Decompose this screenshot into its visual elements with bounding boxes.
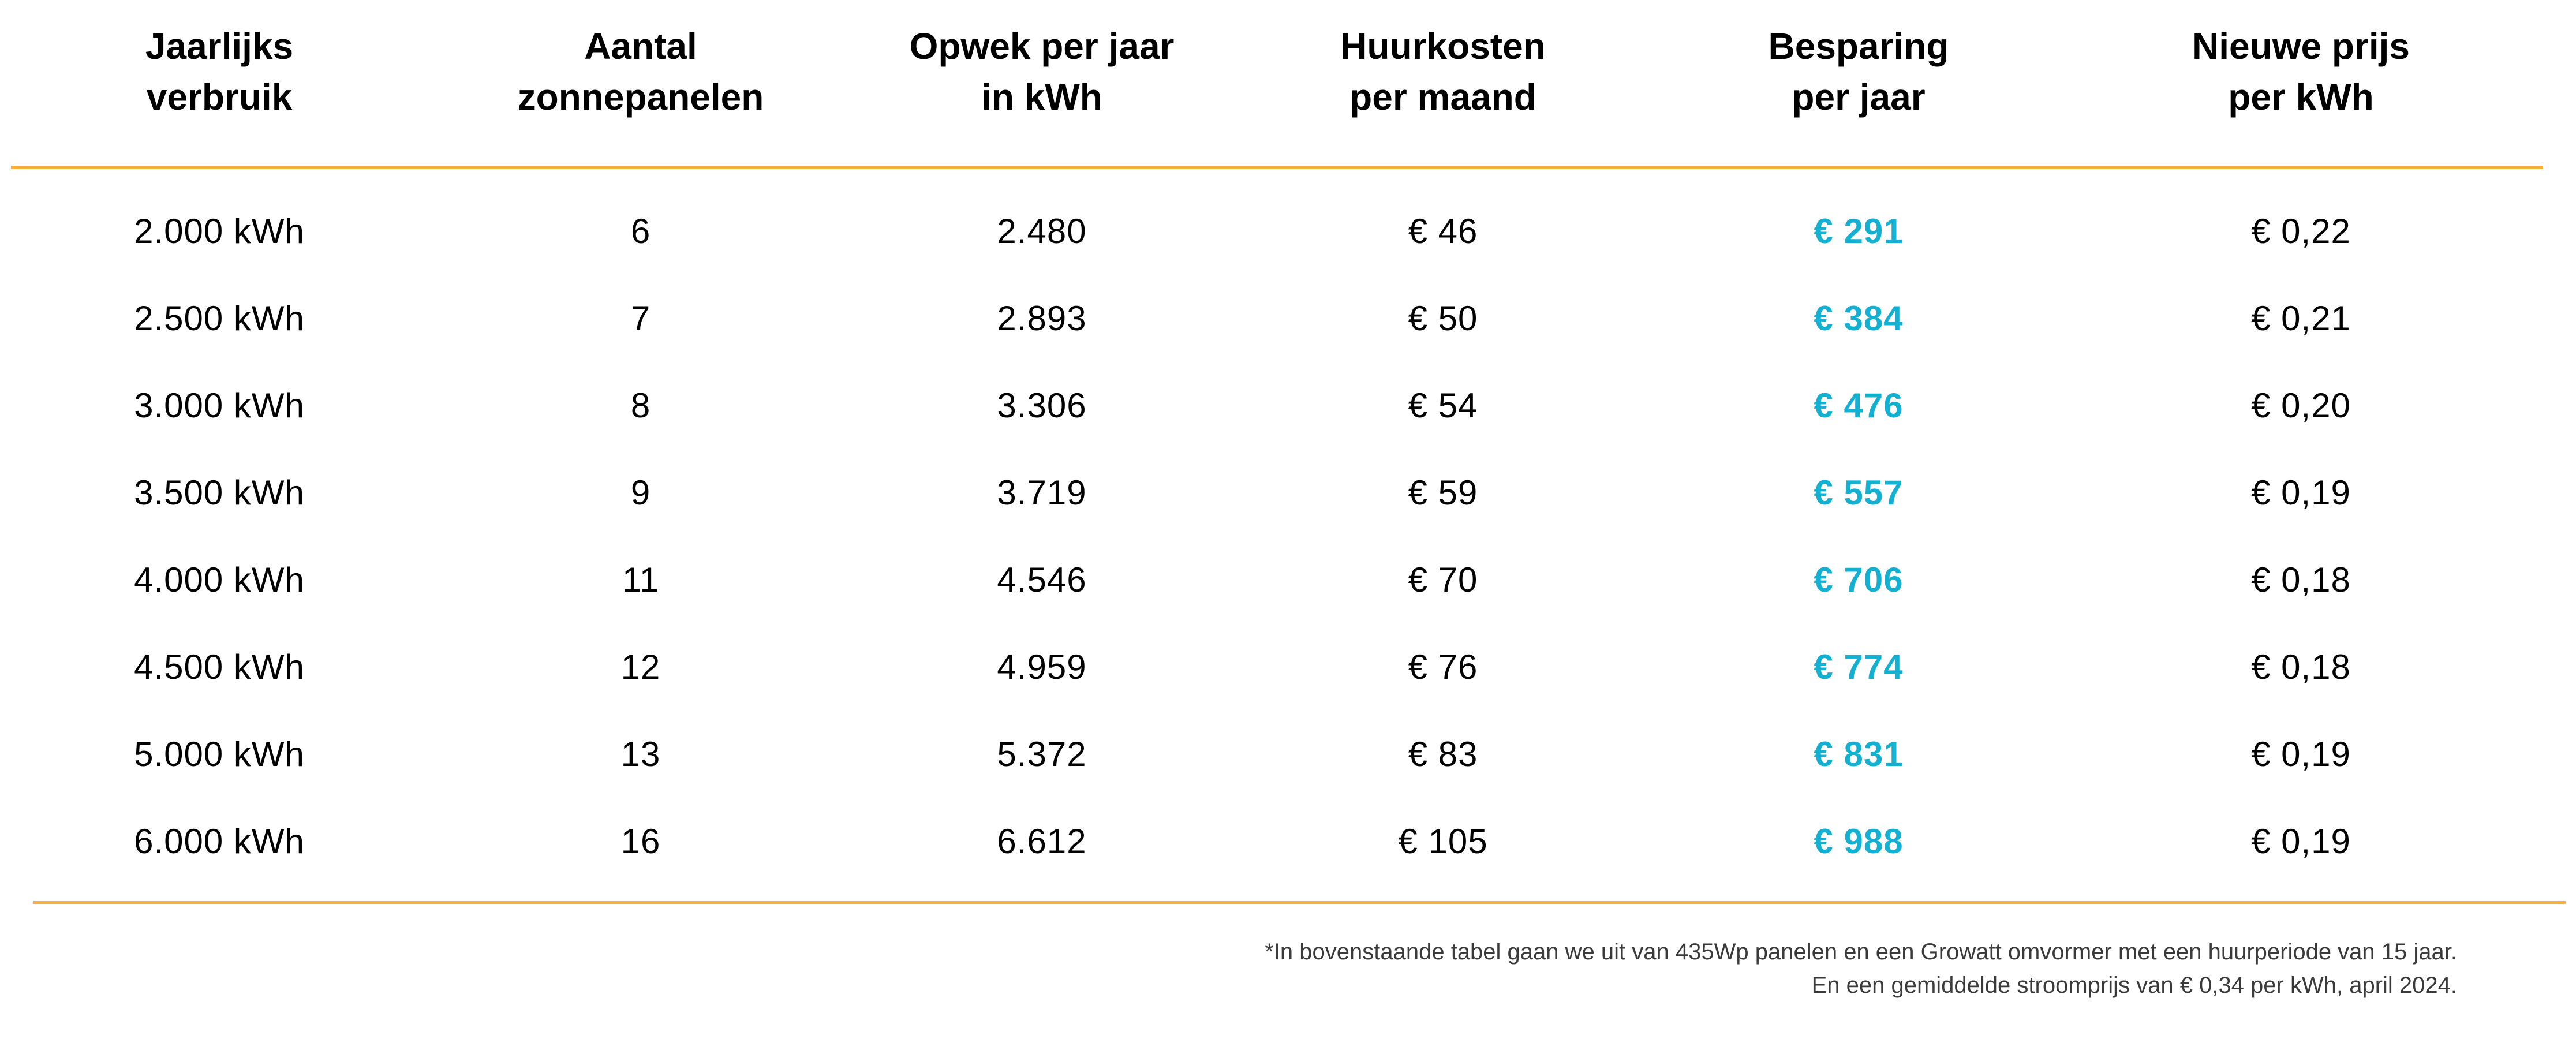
- cell-huurkosten-per-maand: € 70: [1408, 560, 1478, 599]
- column-header-line: Aantal: [584, 25, 697, 67]
- cell-aantal-zonnepanelen: 16: [620, 822, 661, 861]
- cell-aantal-zonnepanelen: 7: [630, 299, 651, 338]
- cell-huurkosten-per-maand: € 54: [1408, 386, 1478, 425]
- cell-huurkosten-per-maand: € 76: [1408, 648, 1478, 686]
- footnote: *In bovenstaande tabel gaan we uit van 4…: [0, 935, 2576, 1002]
- cell-huurkosten-per-maand: € 105: [1398, 822, 1488, 861]
- cell-besparing-per-jaar: € 774: [1814, 648, 1904, 686]
- cell-jaarlijks-verbruik: 4.500 kWh: [134, 648, 305, 686]
- cell-nieuwe-prijs-per-kwh: € 0,20: [2251, 386, 2351, 425]
- cell-nieuwe-prijs-per-kwh: € 0,18: [2251, 648, 2351, 686]
- column-header-nieuwe-prijs-per-kwh: Nieuwe prijs per kWh: [2072, 21, 2530, 122]
- cell-jaarlijks-verbruik: 4.000 kWh: [134, 560, 305, 599]
- cell-nieuwe-prijs-per-kwh: € 0,22: [2251, 212, 2351, 251]
- column-header-line: Jaarlijks: [145, 25, 294, 67]
- cell-jaarlijks-verbruik: 5.000 kWh: [134, 735, 305, 773]
- footnote-line-2: En een gemiddelde stroomprijs van € 0,34…: [1811, 973, 2457, 998]
- cell-nieuwe-prijs-per-kwh: € 0,18: [2251, 560, 2351, 599]
- table-row: 2.000 kWh 6 2.480 € 46 € 291 € 0,22: [0, 188, 2576, 275]
- cell-besparing-per-jaar: € 476: [1814, 386, 1904, 425]
- table-body: 2.000 kWh 6 2.480 € 46 € 291 € 0,22 2.500 kWh 7…: [0, 188, 2576, 885]
- cell-besparing-per-jaar: € 291: [1814, 212, 1904, 251]
- column-header-huurkosten-per-maand: Huurkosten per maand: [1241, 21, 1645, 122]
- cell-jaarlijks-verbruik: 3.500 kWh: [134, 473, 305, 512]
- cell-aantal-zonnepanelen: 11: [622, 560, 660, 599]
- cell-nieuwe-prijs-per-kwh: € 0,21: [2251, 299, 2351, 338]
- cell-huurkosten-per-maand: € 83: [1408, 735, 1478, 773]
- column-header-line: verbruik: [146, 76, 293, 118]
- column-header-line: zonnepanelen: [517, 76, 764, 118]
- cell-nieuwe-prijs-per-kwh: € 0,19: [2251, 735, 2351, 773]
- solar-pricing-table: Jaarlijks verbruik Aantal zonnepanelen O…: [0, 0, 2576, 904]
- cell-jaarlijks-verbruik: 3.000 kWh: [134, 386, 305, 425]
- cell-aantal-zonnepanelen: 9: [630, 473, 651, 512]
- table-row: 5.000 kWh 13 5.372 € 83 € 831 € 0,19: [0, 711, 2576, 798]
- column-header-line: per jaar: [1792, 76, 1926, 118]
- cell-opwek-per-jaar-in-kwh: 4.959: [997, 648, 1087, 686]
- cell-aantal-zonnepanelen: 8: [630, 386, 651, 425]
- cell-besparing-per-jaar: € 831: [1814, 735, 1904, 773]
- cell-opwek-per-jaar-in-kwh: 2.893: [997, 299, 1087, 338]
- cell-huurkosten-per-maand: € 46: [1408, 212, 1478, 251]
- column-header-aantal-zonnepanelen: Aantal zonnepanelen: [439, 21, 843, 122]
- cell-besparing-per-jaar: € 384: [1814, 299, 1904, 338]
- cell-nieuwe-prijs-per-kwh: € 0,19: [2251, 473, 2351, 512]
- column-header-line: Nieuwe prijs: [2192, 25, 2410, 67]
- column-header-line: Opwek per jaar: [909, 25, 1175, 67]
- cell-jaarlijks-verbruik: 6.000 kWh: [134, 822, 305, 861]
- column-header-besparing-per-jaar: Besparing per jaar: [1645, 21, 2072, 122]
- table-row: 6.000 kWh 16 6.612 € 105 € 988 € 0,19: [0, 798, 2576, 885]
- column-header-line: per maand: [1349, 76, 1536, 118]
- cell-opwek-per-jaar-in-kwh: 4.546: [997, 560, 1087, 599]
- column-header-line: in kWh: [981, 76, 1102, 118]
- table-row: 4.500 kWh 12 4.959 € 76 € 774 € 0,18: [0, 623, 2576, 711]
- cell-besparing-per-jaar: € 706: [1814, 560, 1904, 599]
- table-row: 4.000 kWh 11 4.546 € 70 € 706 € 0,18: [0, 536, 2576, 623]
- table-header-row: Jaarlijks verbruik Aantal zonnepanelen O…: [0, 0, 2576, 122]
- column-header-jaarlijks-verbruik: Jaarlijks verbruik: [0, 21, 439, 122]
- cell-opwek-per-jaar-in-kwh: 3.719: [997, 473, 1087, 512]
- cell-jaarlijks-verbruik: 2.500 kWh: [134, 299, 305, 338]
- cell-aantal-zonnepanelen: 13: [620, 735, 661, 773]
- cell-opwek-per-jaar-in-kwh: 3.306: [997, 386, 1087, 425]
- footnote-line-1: *In bovenstaande tabel gaan we uit van 4…: [1265, 939, 2457, 965]
- table-row: 3.500 kWh 9 3.719 € 59 € 557 € 0,19: [0, 449, 2576, 536]
- cell-aantal-zonnepanelen: 6: [630, 212, 651, 251]
- cell-jaarlijks-verbruik: 2.000 kWh: [134, 212, 305, 251]
- cell-besparing-per-jaar: € 988: [1814, 822, 1904, 861]
- cell-besparing-per-jaar: € 557: [1814, 473, 1904, 512]
- bottom-divider-line: [33, 901, 2566, 904]
- top-divider-line: [11, 166, 2543, 169]
- column-header-line: Besparing: [1768, 25, 1949, 67]
- column-header-line: per kWh: [2228, 76, 2374, 118]
- cell-huurkosten-per-maand: € 50: [1408, 299, 1478, 338]
- table-row: 3.000 kWh 8 3.306 € 54 € 476 € 0,20: [0, 362, 2576, 449]
- cell-aantal-zonnepanelen: 12: [620, 648, 661, 686]
- cell-opwek-per-jaar-in-kwh: 6.612: [997, 822, 1087, 861]
- column-header-opwek-per-jaar: Opwek per jaar in kWh: [843, 21, 1241, 122]
- cell-huurkosten-per-maand: € 59: [1408, 473, 1478, 512]
- cell-opwek-per-jaar-in-kwh: 2.480: [997, 212, 1087, 251]
- cell-nieuwe-prijs-per-kwh: € 0,19: [2251, 822, 2351, 861]
- column-header-line: Huurkosten: [1340, 25, 1546, 67]
- table-row: 2.500 kWh 7 2.893 € 50 € 384 € 0,21: [0, 275, 2576, 362]
- cell-opwek-per-jaar-in-kwh: 5.372: [997, 735, 1087, 773]
